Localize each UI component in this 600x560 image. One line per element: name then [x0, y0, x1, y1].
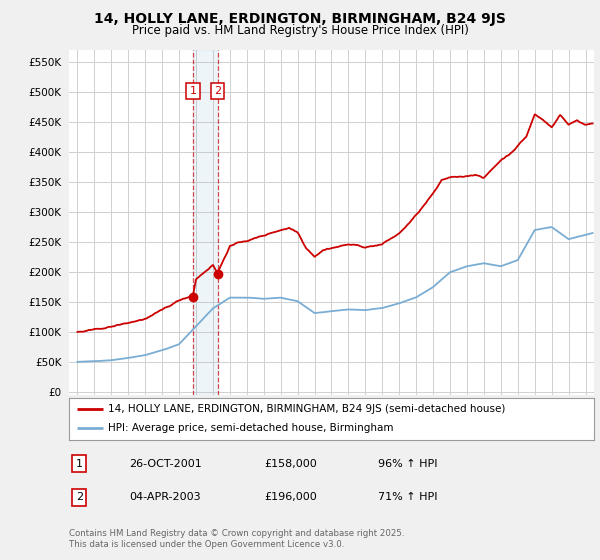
Bar [193, 50, 218, 395]
Text: 96% ↑ HPI: 96% ↑ HPI [378, 459, 437, 469]
Text: 71% ↑ HPI: 71% ↑ HPI [378, 492, 437, 502]
Text: 2: 2 [76, 492, 83, 502]
Text: 26-OCT-2001: 26-OCT-2001 [129, 459, 202, 469]
Text: 1: 1 [76, 459, 83, 469]
Text: HPI: Average price, semi-detached house, Birmingham: HPI: Average price, semi-detached house,… [109, 423, 394, 433]
Text: Contains HM Land Registry data © Crown copyright and database right 2025.
This d: Contains HM Land Registry data © Crown c… [69, 529, 404, 549]
Text: Price paid vs. HM Land Registry's House Price Index (HPI): Price paid vs. HM Land Registry's House … [131, 24, 469, 36]
Text: 1: 1 [190, 86, 196, 96]
Text: £196,000: £196,000 [264, 492, 317, 502]
Text: 14, HOLLY LANE, ERDINGTON, BIRMINGHAM, B24 9JS (semi-detached house): 14, HOLLY LANE, ERDINGTON, BIRMINGHAM, B… [109, 404, 506, 414]
Text: 14, HOLLY LANE, ERDINGTON, BIRMINGHAM, B24 9JS: 14, HOLLY LANE, ERDINGTON, BIRMINGHAM, B… [94, 12, 506, 26]
Text: 04-APR-2003: 04-APR-2003 [129, 492, 200, 502]
Text: £158,000: £158,000 [264, 459, 317, 469]
Text: 2: 2 [214, 86, 221, 96]
